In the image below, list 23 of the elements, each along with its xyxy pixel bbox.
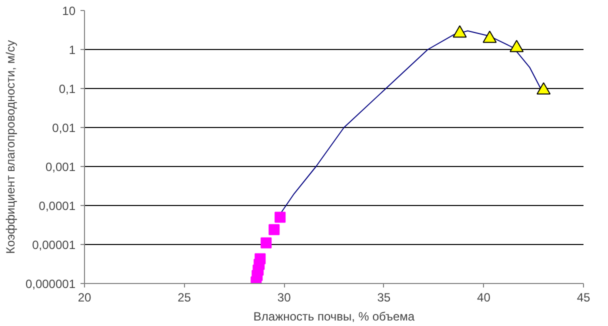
x-tick-label: 30	[277, 290, 292, 304]
point	[536, 82, 551, 95]
point	[274, 212, 286, 223]
point	[452, 25, 467, 38]
x-tick-label: 25	[178, 290, 192, 304]
y-tick-label: 10	[62, 4, 76, 18]
x-tick-label: 40	[477, 290, 491, 304]
y-axis-title: Коэффициент влагопроводности, м/су	[3, 40, 18, 254]
x-tick-label: 20	[78, 290, 92, 304]
point	[260, 237, 272, 248]
y-tick-label: 0,01	[52, 121, 76, 135]
y-tick-label: 0,000001	[25, 277, 76, 291]
y-tick-label: 0,00001	[32, 238, 76, 252]
y-tick-label: 0,001	[45, 160, 76, 174]
point	[510, 40, 524, 52]
y-tick-label: 1	[68, 43, 76, 57]
y-tick-label: 0,0001	[38, 199, 76, 213]
y-tick-label: 0,1	[58, 82, 76, 96]
x-tick-label: 35	[377, 290, 391, 304]
x-tick-label: 45	[576, 290, 590, 304]
x-axis-title: Влажность почвы, % объема	[253, 310, 415, 324]
point	[482, 30, 497, 43]
point	[268, 224, 280, 236]
